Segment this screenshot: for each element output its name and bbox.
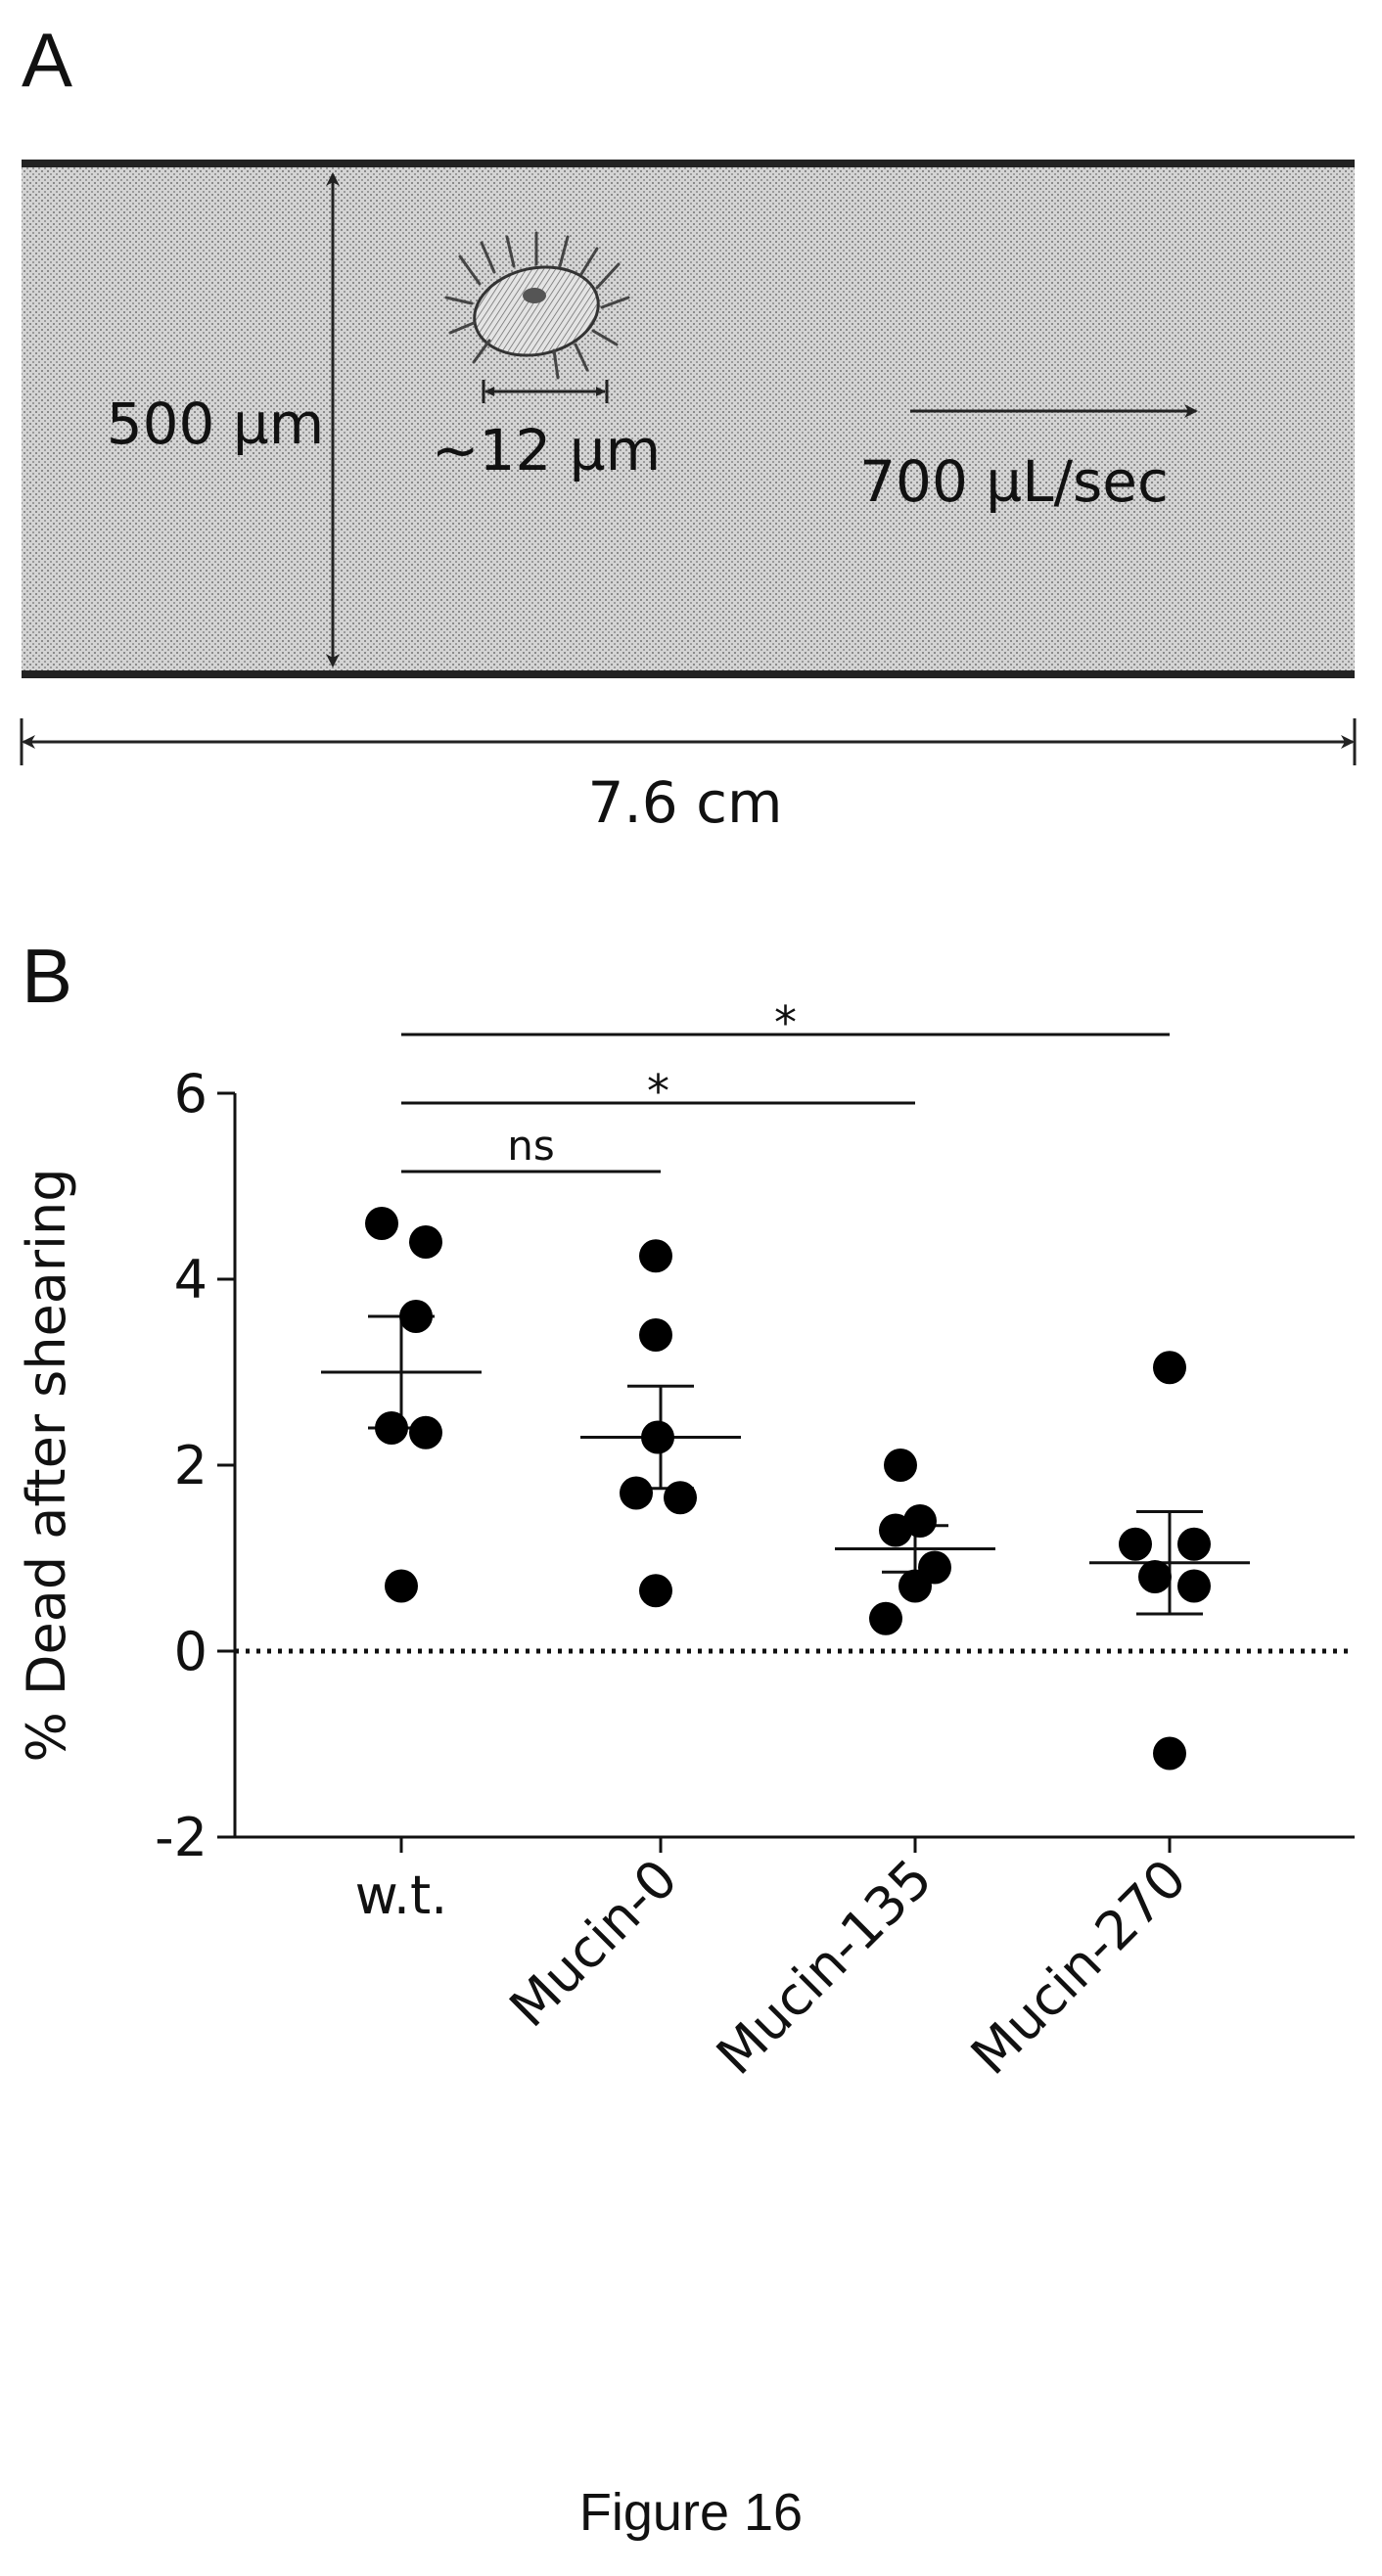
data-point [409,1415,442,1449]
y-tick-label: 6 [174,1063,207,1125]
data-point [365,1207,398,1240]
x-tick-label: Mucin-270 [959,1848,1198,2087]
data-point [1138,1560,1172,1593]
panel-a-label: A [22,17,73,103]
data-point [639,1239,672,1273]
data-point [1177,1569,1211,1603]
data-point [898,1569,932,1603]
data-point [869,1601,902,1635]
data-point [1119,1527,1152,1561]
data-point [620,1476,653,1510]
data-point [385,1569,418,1603]
significance-label: * [647,1065,669,1118]
data-point [1177,1527,1211,1561]
cell-icon [444,231,630,380]
channel-schematic: 500 µm ~12 µm 700 µL/sec 7.6 cm [20,160,1357,836]
chart-marks [321,1207,1250,1771]
x-tick-label: w.t. [355,1864,448,1926]
data-point [399,1300,433,1333]
data-point [884,1449,917,1482]
channel-length-label: 7.6 cm [587,769,782,836]
y-tick-label: -2 [155,1807,207,1868]
figure-caption: Figure 16 [578,2483,804,2542]
cell-size-label: ~12 µm [432,417,661,483]
length-dimension-arrow [20,718,1357,765]
y-axis-label: % Dead after shearing [16,1168,77,1762]
data-point [639,1318,672,1352]
significance-label: * [774,996,797,1049]
data-point [375,1411,408,1445]
data-point [664,1481,697,1515]
y-tick-label: 0 [174,1621,207,1682]
significance-brackets: ns * * [401,996,1170,1173]
significance-label: ns [507,1122,555,1170]
data-point [639,1574,672,1608]
y-tick-label: 4 [174,1249,207,1311]
data-point [1153,1736,1186,1771]
data-point [1153,1351,1186,1385]
channel-body [22,163,1355,674]
data-point [879,1513,912,1547]
dead-after-shearing-chart: -2 0 2 4 6 w.t. Mucin-0 Mucin-135 Mucin-270 % Dea… [16,996,1355,2087]
data-point [409,1225,442,1259]
y-tick-label: 2 [174,1435,207,1496]
data-point [641,1420,674,1454]
x-tick-label: Mucin-0 [498,1848,690,2040]
cell-size-scale [482,380,609,403]
flow-rate-label: 700 µL/sec [859,448,1169,515]
x-tick-label: Mucin-135 [705,1848,944,2087]
channel-height-label: 500 µm [107,391,325,457]
panel-b-label: B [22,933,73,1019]
